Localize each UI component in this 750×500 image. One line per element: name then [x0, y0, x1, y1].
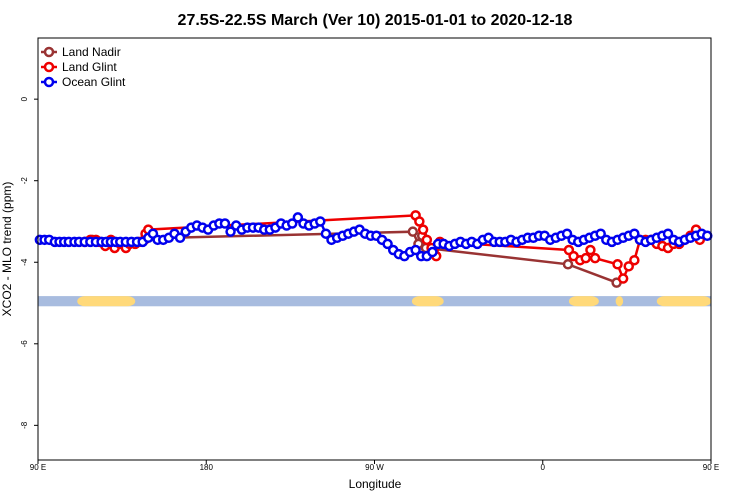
x-tick-label: 180	[200, 463, 214, 472]
series-point-1	[414, 216, 425, 227]
series-point-2	[662, 228, 674, 239]
series-layer	[34, 210, 713, 288]
series-point-2	[382, 238, 393, 250]
series-point-2	[286, 218, 298, 229]
series-point-2	[427, 246, 438, 258]
series-point-0	[407, 226, 419, 237]
chart-title: 27.5S-22.5S March (Ver 10) 2015-01-01 to…	[178, 12, 573, 29]
series-point-2	[702, 230, 713, 241]
series-point-2	[219, 218, 231, 229]
y-axis: 0 -2 -4 -6 -8	[20, 96, 38, 429]
ocean-strip	[38, 296, 711, 307]
series-point-1	[612, 259, 623, 270]
y-tick-label: -4	[20, 258, 29, 266]
y-tick-label: -2	[20, 177, 29, 185]
series-point-1	[623, 261, 634, 272]
legend-label: Land Glint	[62, 60, 117, 74]
y-axis-label: XCO2 - MLO trend (ppm)	[0, 182, 14, 317]
series-point-1	[617, 273, 629, 284]
land-ocean-strip	[38, 296, 711, 307]
x-axis: 90 E 180 90 W 0 90 E	[30, 460, 719, 472]
x-tick-label: 90 W	[365, 463, 384, 472]
land-segment	[411, 296, 444, 307]
series-point-2	[225, 226, 236, 237]
x-axis-label: Longitude	[349, 477, 402, 491]
series-point-2	[595, 228, 606, 239]
series-point-1	[421, 234, 433, 246]
y-tick-label: -6	[20, 340, 29, 348]
series-point-2	[410, 244, 421, 256]
legend-marker	[43, 76, 55, 88]
x-tick-label: 0	[541, 463, 546, 472]
x-tick-label: 90 E	[703, 463, 719, 472]
series-point-2	[629, 228, 640, 239]
y-tick-label: 0	[20, 96, 29, 101]
series-point-2	[561, 228, 573, 239]
legend-marker	[43, 46, 55, 58]
x-tick-label: 90 E	[30, 463, 46, 472]
land-segment	[77, 296, 136, 307]
land-segment	[568, 296, 599, 307]
legend-label: Land Nadir	[62, 45, 121, 59]
legend-marker	[43, 61, 55, 73]
series-point-1	[589, 252, 601, 264]
series-point-1	[417, 224, 429, 235]
land-segment	[656, 296, 711, 307]
series-point-2	[292, 212, 304, 223]
series-point-1	[585, 244, 596, 256]
series-point-0	[562, 259, 574, 270]
series-point-1	[629, 254, 640, 266]
series-point-2	[320, 228, 332, 239]
land-segment	[615, 296, 624, 307]
legend-label: Ocean Glint	[62, 75, 126, 89]
y-tick-label: -8	[20, 421, 29, 429]
series-point-1	[580, 252, 591, 264]
series-point-2	[174, 232, 186, 244]
series-point-2	[315, 216, 326, 227]
